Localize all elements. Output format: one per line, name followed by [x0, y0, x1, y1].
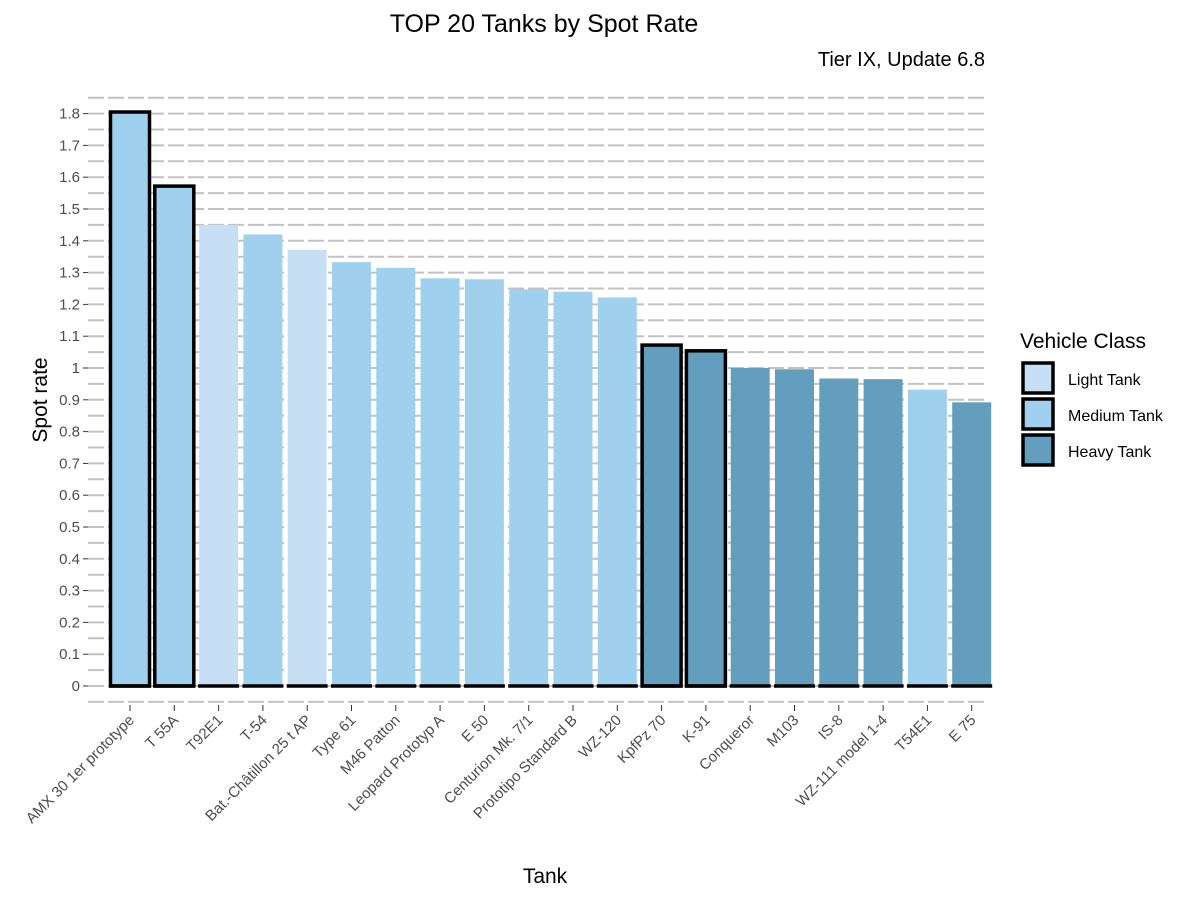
legend-swatch: [1021, 361, 1055, 395]
bars: [108, 110, 993, 688]
y-tick-label: 0.4: [59, 551, 80, 568]
y-tick-label: 1.6: [59, 169, 80, 186]
bar: [108, 110, 152, 688]
bar: [332, 262, 371, 686]
bar: [376, 267, 416, 686]
x-tick-label: T92E1: [183, 712, 226, 755]
y-tick-label: 0.2: [59, 614, 80, 631]
legend-title: Vehicle Class: [1020, 330, 1146, 353]
chart-subtitle: Tier IX, Update 6.8: [818, 49, 985, 71]
bar: [243, 234, 283, 686]
y-tick-label: 0.6: [59, 487, 80, 504]
y-tick-label: 1.3: [59, 265, 80, 282]
legend-label: Light Tank: [1068, 372, 1142, 389]
y-tick-label: 0.1: [59, 646, 80, 663]
legend-label: Heavy Tank: [1068, 444, 1152, 461]
x-tick-label: K-91: [679, 712, 713, 746]
legend: Vehicle Class Light Tank Medium Tank Heavy…: [1020, 330, 1164, 467]
x-tick-label: T54E1: [892, 712, 935, 755]
bar: [819, 378, 859, 686]
y-tick-label: 1.8: [59, 106, 80, 123]
y-tick-label: 0.3: [59, 583, 80, 600]
y-tick-label: 1.1: [59, 328, 80, 345]
y-tick-label: 1: [72, 360, 80, 377]
bar: [775, 369, 814, 686]
chart-title: TOP 20 Tanks by Spot Rate: [390, 10, 699, 38]
y-tick-label: 1.5: [59, 201, 80, 218]
bar: [153, 184, 196, 688]
legend-swatch: [1021, 397, 1055, 431]
bar: [287, 249, 327, 687]
y-tick-label: 0.5: [59, 519, 80, 536]
bar: [907, 389, 947, 686]
x-tick-label: M103: [764, 712, 803, 751]
bar: [199, 224, 239, 686]
x-tick-label: T-54: [237, 712, 270, 745]
bar: [952, 402, 992, 686]
bar: [553, 291, 593, 686]
bar: [730, 368, 770, 686]
bar: [640, 343, 683, 688]
legend-swatch: [1021, 433, 1055, 467]
x-tick-label: E 75: [946, 712, 980, 746]
x-tick-label: E 50: [458, 712, 492, 746]
x-tick-label: KpfPz 70: [614, 712, 669, 767]
x-axis-title: Tank: [523, 865, 568, 888]
y-tick-label: 1.4: [59, 233, 80, 250]
y-tick-label: 1.7: [59, 137, 80, 154]
y-axis-title: Spot rate: [29, 357, 52, 442]
y-tick-label: 0.7: [59, 455, 80, 472]
x-tick-label: T 55A: [142, 712, 182, 752]
bar: [597, 297, 637, 686]
y-tick-label: 0: [72, 678, 80, 695]
y-axis: 0 0.1 0.2 0.3 0.4 0.5 0.6 0.7 0.8 0.9 1 1.1 1.2 1.3 1.…: [59, 106, 88, 695]
y-tick-label: 0.9: [59, 392, 80, 409]
bar: [464, 279, 504, 686]
y-tick-label: 1.2: [59, 296, 80, 313]
legend-label: Medium Tank: [1068, 408, 1164, 425]
bar: [509, 289, 549, 686]
bar: [863, 379, 903, 686]
y-tick-label: 0.8: [59, 424, 80, 441]
bar: [420, 278, 460, 686]
x-tick-label: IS-8: [815, 712, 846, 743]
x-tick-label: AMX 30 1er prototype: [23, 712, 138, 827]
bar: [684, 349, 728, 688]
x-axis: AMX 30 1er prototype T 55A T92E1 T-54Bat.-C…: [23, 705, 980, 827]
